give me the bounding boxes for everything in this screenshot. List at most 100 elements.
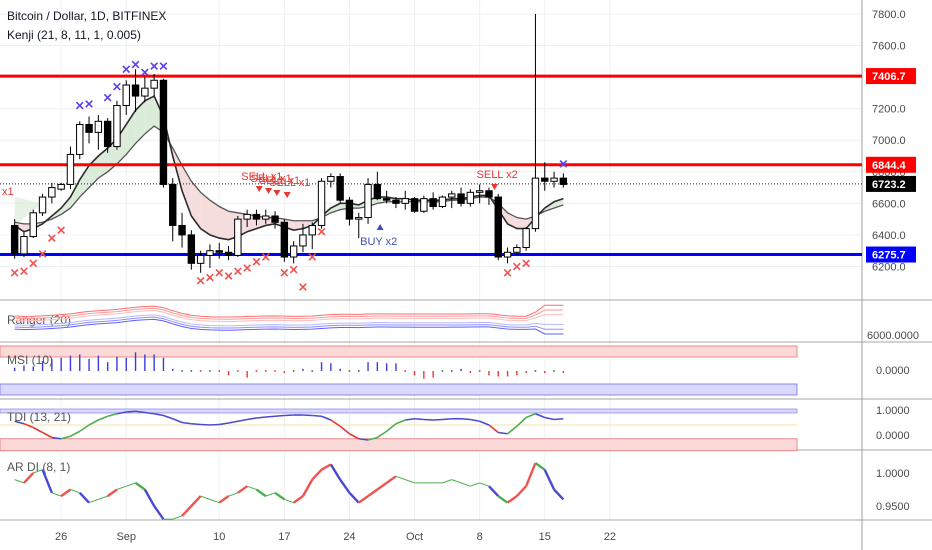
- candle-body[interactable]: [29, 212, 37, 237]
- candle-body[interactable]: [494, 196, 502, 258]
- tdi-line-segment: [51, 436, 62, 440]
- candle-body[interactable]: [187, 234, 196, 264]
- cross-marker: [122, 65, 131, 74]
- cross-stroke: [113, 82, 121, 91]
- tdi-axis-label: 1.0000: [876, 405, 910, 417]
- resistance-badge-upper-bg: [866, 68, 916, 85]
- candle-body[interactable]: [280, 221, 289, 258]
- candle-body[interactable]: [382, 198, 391, 201]
- tdi-line-segment: [284, 414, 294, 417]
- candle-body[interactable]: [364, 183, 372, 219]
- candle-body[interactable]: [20, 235, 28, 255]
- cross-marker: [280, 268, 289, 277]
- candle-body[interactable]: [122, 84, 130, 107]
- candle-body[interactable]: [85, 123, 93, 133]
- candle-body[interactable]: [159, 79, 168, 185]
- candle-body[interactable]: [355, 217, 363, 220]
- candle-body[interactable]: [271, 215, 279, 223]
- tdi-line-segment: [507, 425, 518, 435]
- candle-body[interactable]: [76, 123, 84, 155]
- candle-body[interactable]: [299, 234, 307, 247]
- candle-body[interactable]: [150, 79, 158, 89]
- candle-body[interactable]: [448, 193, 456, 198]
- candle-body[interactable]: [169, 183, 177, 226]
- candle-body[interactable]: [252, 213, 261, 220]
- ardi-line-segment: [525, 462, 537, 487]
- candle-body[interactable]: [559, 177, 568, 185]
- tdi-line-segment: [553, 417, 564, 421]
- candle-body[interactable]: [48, 187, 56, 198]
- candle-body[interactable]: [10, 224, 19, 255]
- candle-body[interactable]: [466, 191, 475, 204]
- cross-stroke: [233, 267, 242, 276]
- cross-stroke: [512, 262, 521, 271]
- candle-body[interactable]: [345, 199, 354, 220]
- cloud-segment: [293, 220, 303, 231]
- ardi-line-segment: [497, 495, 509, 504]
- candle-body[interactable]: [131, 84, 140, 97]
- candle-body[interactable]: [66, 153, 75, 185]
- candle-body[interactable]: [475, 190, 484, 193]
- candle-body[interactable]: [438, 196, 447, 208]
- candle-body[interactable]: [308, 224, 316, 236]
- candle-body[interactable]: [317, 180, 326, 226]
- tdi-line-segment: [321, 415, 332, 421]
- tdi-line-segment: [144, 411, 155, 415]
- candle-body[interactable]: [550, 177, 558, 182]
- candle-body[interactable]: [103, 120, 112, 148]
- ardi-line-segment: [506, 495, 518, 504]
- ardi-title: AR DI (8, 1): [7, 460, 70, 474]
- candle-body[interactable]: [206, 250, 214, 256]
- candle-body[interactable]: [420, 198, 428, 212]
- cloud-segment: [191, 181, 201, 229]
- msi-bar: [450, 370, 453, 372]
- cross-stroke: [20, 267, 28, 276]
- candle-body[interactable]: [373, 183, 382, 200]
- candle-body[interactable]: [289, 245, 298, 258]
- tdi-line-segment: [219, 422, 229, 426]
- candle-body[interactable]: [94, 120, 103, 133]
- msi-bar: [237, 370, 239, 372]
- candle-body[interactable]: [196, 254, 205, 264]
- candle-body[interactable]: [262, 215, 270, 220]
- support-badge: 6275.7: [872, 250, 906, 262]
- candle-body[interactable]: [234, 218, 242, 256]
- msi-bar: [534, 370, 537, 372]
- candle-body[interactable]: [531, 177, 540, 230]
- ardi-line-segment: [70, 489, 80, 494]
- cross-stroke: [159, 62, 168, 70]
- candle-body[interactable]: [224, 251, 233, 256]
- candle-body[interactable]: [410, 198, 419, 212]
- candle-body[interactable]: [401, 198, 409, 204]
- candle-body[interactable]: [541, 177, 549, 182]
- candle-body[interactable]: [243, 213, 251, 220]
- time-tick-label: 17: [278, 531, 290, 543]
- ardi-line-segment: [181, 505, 193, 517]
- candle-body[interactable]: [178, 224, 186, 236]
- candle-body[interactable]: [141, 87, 149, 97]
- tdi-line-segment: [414, 417, 424, 421]
- tdi-lower-zone: [0, 438, 798, 452]
- cross-stroke: [38, 249, 47, 258]
- candle-body[interactable]: [38, 196, 47, 214]
- candle-body[interactable]: [336, 176, 344, 201]
- candle-body[interactable]: [429, 198, 437, 208]
- tdi-line-segment: [14, 420, 25, 425]
- candle-body[interactable]: [457, 193, 465, 204]
- candle-body[interactable]: [215, 250, 223, 253]
- tdi-line-segment: [367, 436, 378, 441]
- candle-body[interactable]: [57, 183, 65, 190]
- time-tick-label: 22: [604, 531, 616, 543]
- candle-body[interactable]: [513, 247, 521, 253]
- tdi-line-segment: [126, 410, 136, 413]
- cloud-segment: [116, 124, 127, 164]
- candle-body[interactable]: [392, 199, 400, 204]
- cross-marker: [140, 68, 149, 77]
- msi-bar: [478, 370, 481, 372]
- candle-body[interactable]: [485, 190, 493, 198]
- candle-body[interactable]: [522, 228, 530, 249]
- candle-body[interactable]: [327, 176, 335, 182]
- candle-body[interactable]: [503, 251, 512, 258]
- candle-body[interactable]: [113, 105, 121, 148]
